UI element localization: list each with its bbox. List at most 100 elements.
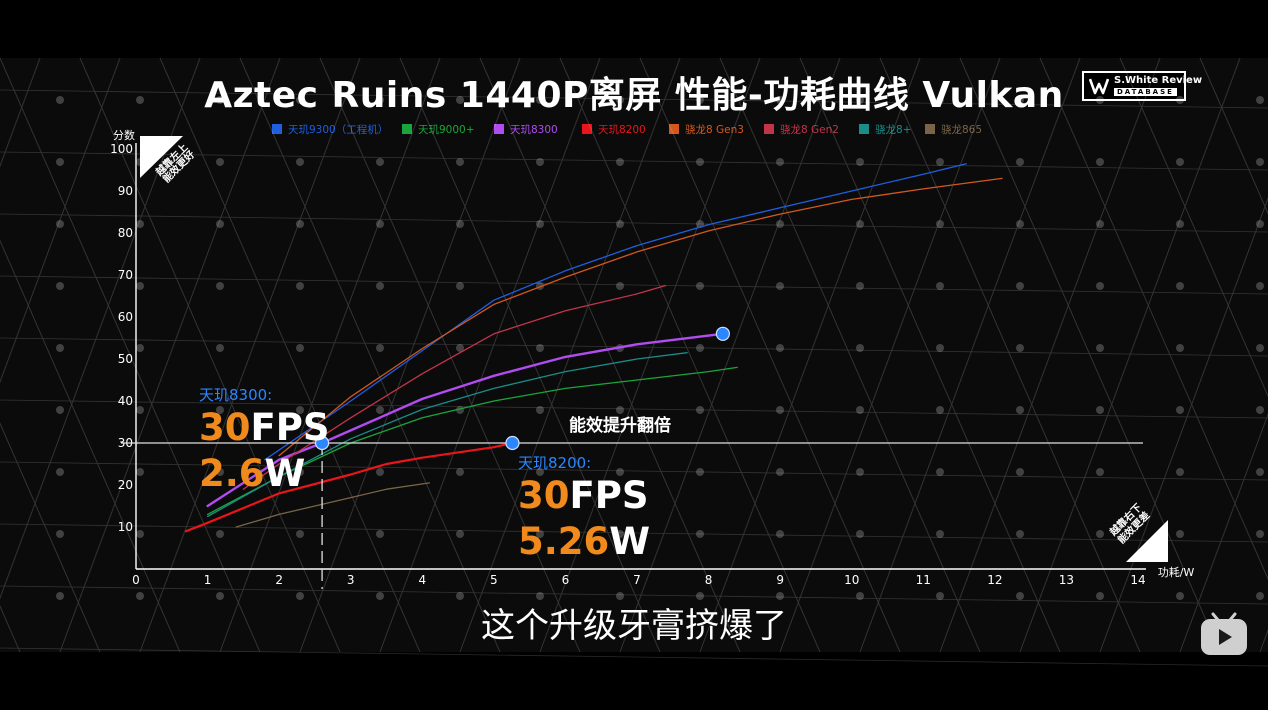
bg-grid-line <box>939 57 1161 653</box>
bg-dot <box>136 344 144 352</box>
bg-grid-line <box>0 399 1268 419</box>
bg-dot <box>776 344 784 352</box>
bg-dot <box>616 468 624 476</box>
bg-dot <box>216 406 224 414</box>
x-tick-label: 11 <box>916 573 931 587</box>
bg-dot <box>616 530 624 538</box>
bg-dot <box>296 96 304 104</box>
series-line <box>235 482 431 528</box>
y-axis-label: 分数 <box>113 129 135 142</box>
bg-dot <box>616 406 624 414</box>
bg-dot <box>1096 592 1104 600</box>
bg-dot <box>1096 282 1104 290</box>
bg-dot <box>536 406 544 414</box>
bg-dot <box>1176 468 1184 476</box>
bg-dot <box>696 282 704 290</box>
bg-dot <box>536 592 544 600</box>
bg-dot <box>296 158 304 166</box>
bg-dot <box>1176 220 1184 228</box>
bg-dot <box>536 158 544 166</box>
highlight-point <box>505 435 520 451</box>
bg-dot <box>1096 468 1104 476</box>
bg-dot <box>136 468 144 476</box>
bg-dot <box>1176 530 1184 538</box>
bg-grid-line <box>159 57 421 653</box>
video-subtitle: 这个升级牙膏挤爆了 <box>481 606 787 646</box>
bg-dot <box>1256 530 1264 538</box>
bg-grid-line <box>0 213 1268 233</box>
bg-dot <box>1256 344 1264 352</box>
bg-dot <box>1096 530 1104 538</box>
bg-dot <box>136 96 144 104</box>
legend-label: 天玑9300（工程机） <box>288 124 389 136</box>
bg-dot <box>1016 344 1024 352</box>
bg-dot <box>1016 530 1024 538</box>
bg-grid-line <box>699 57 921 653</box>
fps-value: 30 <box>199 406 251 449</box>
x-tick-label: 9 <box>776 573 784 587</box>
bg-dot <box>296 406 304 414</box>
bg-grid-line <box>779 57 1001 653</box>
bg-dot <box>56 344 64 352</box>
highlight-point <box>715 326 730 341</box>
bg-dot <box>456 344 464 352</box>
x-tick-label: 4 <box>418 573 426 587</box>
series-line <box>264 163 967 461</box>
bg-grid-line <box>479 57 741 653</box>
bg-dot <box>56 158 64 166</box>
y-tick-label: 90 <box>118 184 133 198</box>
annotation-dimensity-8300: 天玑8300: 30FPS 2.6W <box>199 384 330 497</box>
bg-dot <box>776 220 784 228</box>
bg-dot <box>456 96 464 104</box>
bg-dot <box>776 282 784 290</box>
bg-dot <box>216 158 224 166</box>
bg-grid-line <box>1039 57 1268 581</box>
bg-dot <box>216 96 224 104</box>
x-tick-label: 0 <box>132 573 140 587</box>
bg-grid-line <box>559 57 821 653</box>
bg-grid-line <box>0 422 101 653</box>
bg-dot <box>936 468 944 476</box>
bg-dot <box>696 592 704 600</box>
fps-unit: FPS <box>250 406 330 449</box>
legend-item: 骁龙8 Gen3 <box>669 122 744 138</box>
bilibili-tv-icon[interactable] <box>1199 611 1249 657</box>
bg-dot <box>936 406 944 414</box>
bg-dot <box>216 220 224 228</box>
legend-swatch <box>859 124 869 134</box>
bg-dot <box>456 282 464 290</box>
bg-grid-line <box>859 57 1081 653</box>
bg-dot <box>136 406 144 414</box>
bg-dot <box>856 220 864 228</box>
bg-grid-line <box>139 57 361 653</box>
bg-dot <box>936 344 944 352</box>
bg-dot <box>1096 96 1104 104</box>
bg-dot <box>216 530 224 538</box>
bg-dot <box>1176 592 1184 600</box>
watt-unit: W <box>609 520 651 563</box>
legend-item: 天玑8200 <box>582 122 646 138</box>
bg-dot <box>1256 158 1264 166</box>
bg-dot <box>616 220 624 228</box>
bg-dot <box>696 530 704 538</box>
series-line <box>278 177 1003 457</box>
bg-dot <box>776 530 784 538</box>
bg-dot <box>856 592 864 600</box>
bg-dot <box>296 530 304 538</box>
legend-item: 骁龙865 <box>925 122 982 138</box>
bg-dot <box>776 158 784 166</box>
bg-dot <box>856 96 864 104</box>
legend-swatch <box>494 124 504 134</box>
background-dots <box>56 96 1264 600</box>
fps-value: 30 <box>518 474 570 517</box>
bg-dot <box>56 592 64 600</box>
bg-dot <box>856 530 864 538</box>
x-tick-label: 6 <box>562 573 570 587</box>
bg-dot <box>776 592 784 600</box>
bg-grid-line <box>59 57 281 653</box>
bg-dot <box>616 282 624 290</box>
annotation-dimensity-8200: 天玑8200: 30FPS 5.26W <box>518 452 650 565</box>
bg-dot <box>1016 468 1024 476</box>
